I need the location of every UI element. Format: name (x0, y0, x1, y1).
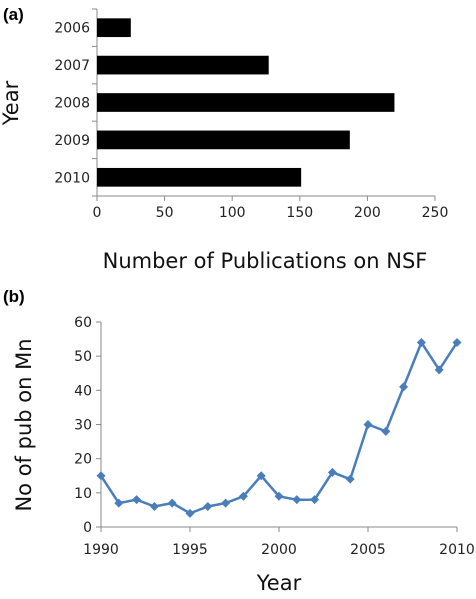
point-2005 (363, 420, 373, 429)
chart-b-y-tick-label: 30 (74, 418, 92, 434)
point-2006 (381, 426, 391, 436)
point-2009 (434, 365, 444, 375)
point-1994 (167, 498, 177, 508)
chart-b-x-tick-label: 2000 (261, 542, 297, 558)
chart-b-x-tick-label: 1990 (83, 542, 119, 558)
point-1999 (256, 471, 266, 481)
chart-a-x-tick-label: 150 (286, 205, 313, 221)
chart-b-y-tick-label: 60 (74, 315, 92, 331)
chart-b-x-ticks: 1990 1995 2000 2005 2010 (83, 527, 475, 558)
chart-a-y-tick-label: 2007 (54, 58, 90, 74)
chart-b-ylabel: No of pub on Mn (12, 338, 36, 511)
point-1992 (132, 495, 142, 505)
chart-a-y-tick-label: 2009 (54, 133, 90, 149)
chart-a-x-tick-label: 100 (219, 205, 246, 221)
point-1998 (238, 491, 248, 501)
point-1993 (149, 502, 159, 511)
bar-2009 (97, 130, 350, 150)
bar-2007 (97, 55, 269, 75)
chart-a-y-tick-label: 2010 (54, 170, 90, 186)
chart-a-x-tick-label: 200 (354, 205, 381, 221)
chart-b-y-tick-label: 10 (74, 486, 92, 502)
chart-a-y-tick-label: 2008 (54, 96, 90, 112)
point-2004 (345, 474, 355, 484)
point-1997 (221, 498, 231, 508)
point-1995 (185, 508, 195, 518)
point-2002 (310, 495, 320, 505)
chart-b-y-tick-label: 0 (83, 520, 92, 536)
bar-2008 (97, 93, 395, 112)
point-2008 (416, 338, 426, 347)
chart-a-x-ticks: 0 50 100 150 200 250 (93, 196, 449, 221)
chart-b-series-line (99, 339, 459, 515)
chart-b-y-tick-label: 40 (74, 383, 92, 399)
chart-a: (a) Year Number of Publications on NSF 2… (0, 5, 448, 273)
point-2007 (399, 382, 409, 392)
chart-b-markers (96, 338, 462, 518)
panel-label-a: (a) (3, 5, 24, 24)
chart-b-x-tick-label: 2010 (439, 542, 475, 558)
chart-b-y-tick-label: 50 (74, 349, 92, 365)
chart-a-bars (97, 18, 395, 187)
chart-a-ylabel: Year (0, 80, 23, 126)
panel-label-b: (b) (3, 287, 25, 306)
chart-a-y-tick-label: 2006 (54, 21, 90, 37)
chart-a-x-tick-label: 0 (93, 205, 102, 221)
chart-b-xlabel: Year (256, 571, 302, 595)
chart-a-x-tick-label: 250 (422, 205, 449, 221)
chart-b-x-tick-label: 2005 (350, 542, 386, 558)
bar-2006 (97, 18, 131, 38)
bar-2010 (97, 167, 302, 187)
point-2001 (292, 495, 302, 505)
chart-a-x-tick-label: 50 (156, 205, 174, 221)
chart-b-y-tick-label: 20 (74, 452, 92, 468)
chart-a-xlabel: Number of Publications on NSF (103, 249, 428, 273)
point-1991 (114, 498, 124, 508)
point-1996 (203, 502, 213, 511)
chart-a-y-ticks: 2006 2007 2008 2009 2010 (54, 8, 97, 197)
point-2003 (327, 467, 337, 477)
chart-b: (b) No of pub on Mn Year 0 10 20 30 40 50 60 1… (3, 287, 475, 595)
chart-b-x-tick-label: 1995 (172, 542, 208, 558)
point-1990 (96, 471, 106, 481)
chart-b-y-ticks: 0 10 20 30 40 50 60 (74, 315, 101, 536)
point-2000 (274, 491, 284, 501)
point-2010 (452, 338, 462, 347)
